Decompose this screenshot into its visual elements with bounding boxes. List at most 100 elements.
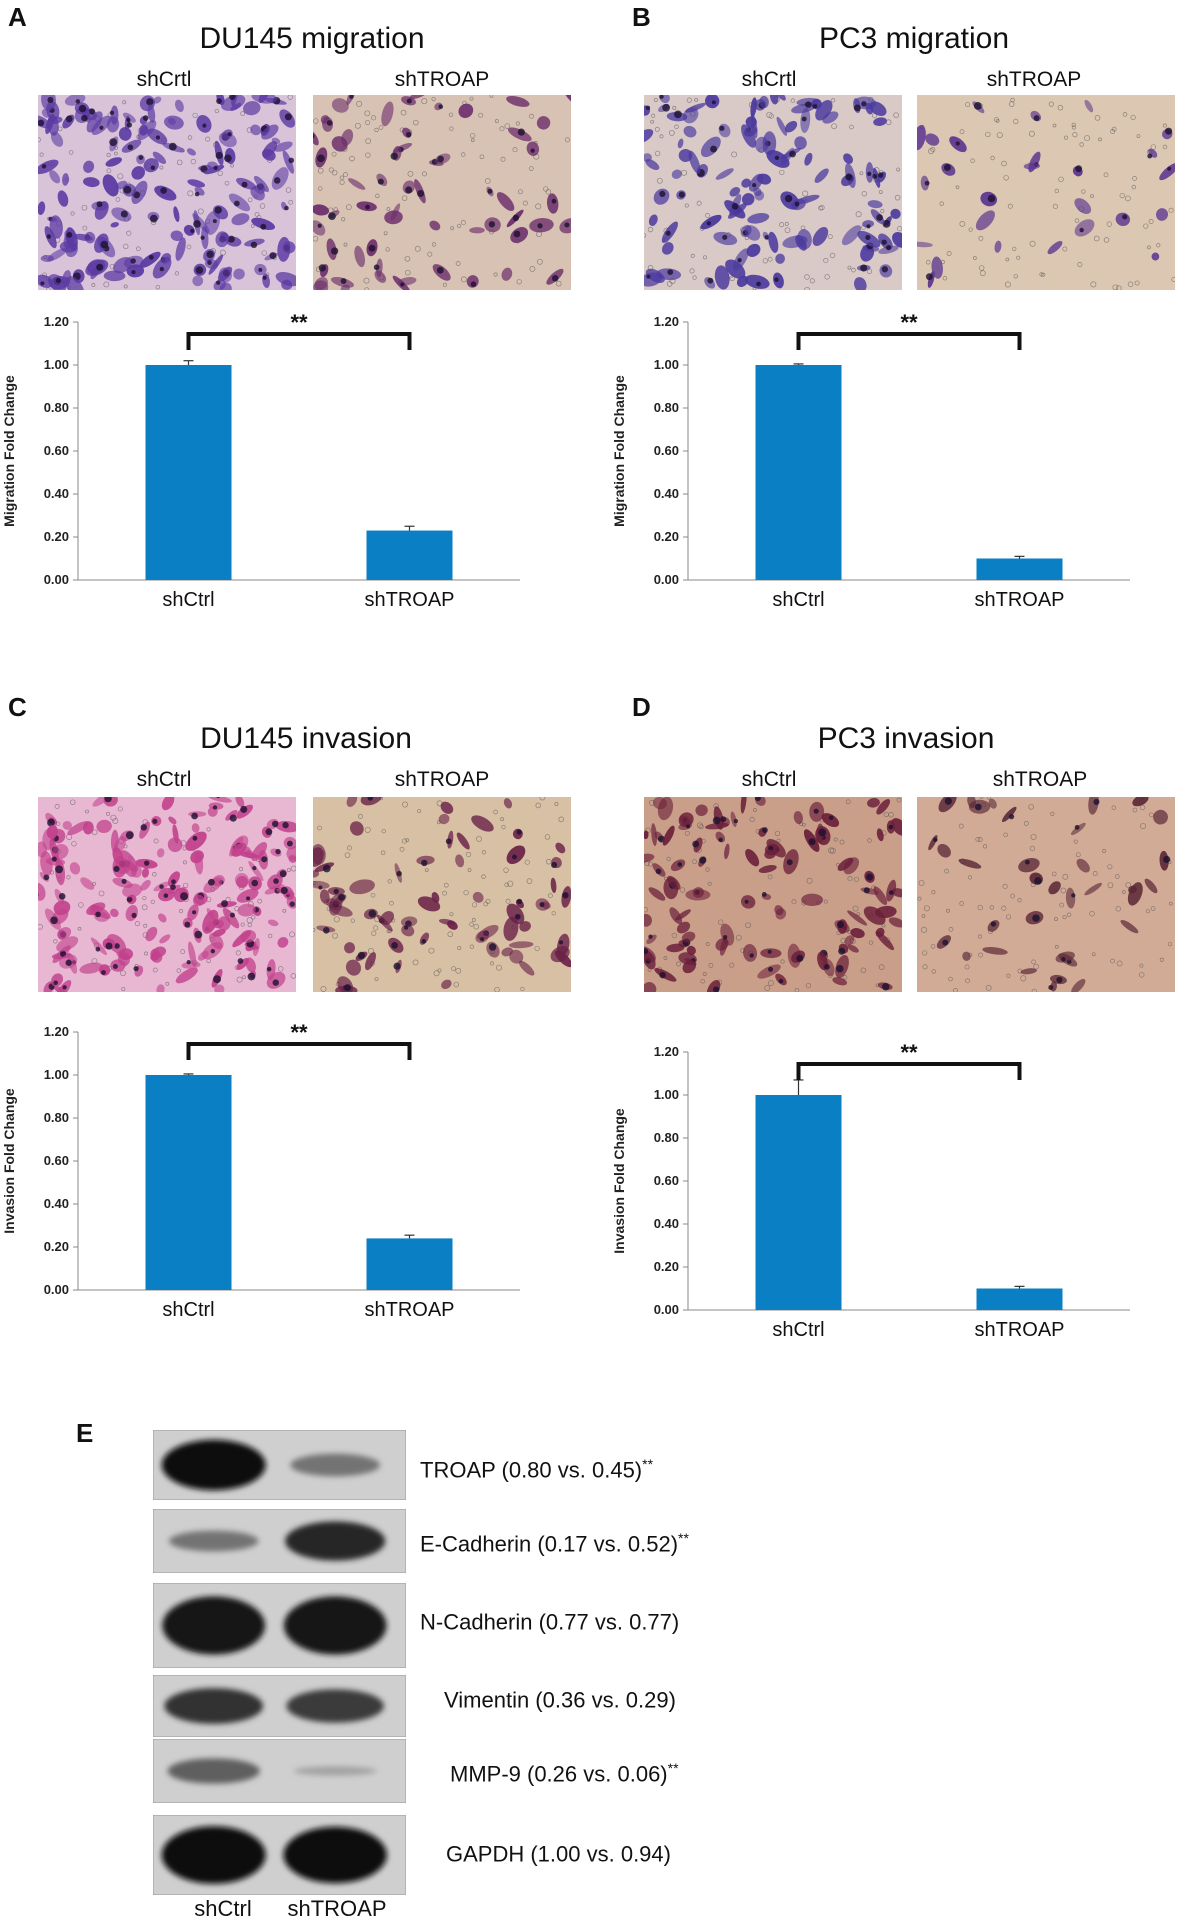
panel-letter-d: D	[632, 692, 651, 722]
micrograph-texture	[38, 797, 296, 992]
blot-strip-gapdh	[153, 1815, 406, 1895]
bar	[755, 365, 842, 580]
micrograph-b-kd	[917, 95, 1175, 290]
micrograph-texture	[313, 95, 571, 290]
micrograph-a-kd	[313, 95, 571, 290]
blot-strip-vimentin	[153, 1675, 406, 1737]
image-label-c-kd: shTROAP	[394, 768, 490, 791]
blot-label-gapdh: GAPDH (1.00 vs. 0.94)	[446, 1841, 671, 1867]
bar	[366, 530, 453, 580]
y-tick-label: 0.00	[654, 572, 679, 587]
y-tick-label: 0.00	[44, 572, 69, 587]
significance-label: **	[900, 310, 918, 335]
y-tick-label: 1.00	[44, 1067, 69, 1082]
bar-chart-d: 0.00 0.20 0.40 0.60 0.80 1.00 1.20 Invasion Fol…	[610, 1040, 1170, 1370]
micrograph-b-ctrl	[644, 95, 902, 290]
y-tick-label: 0.40	[44, 486, 69, 501]
image-label-d-ctrl: shCtrl	[741, 768, 797, 791]
micrograph-texture	[917, 797, 1175, 992]
significance-bracket	[796, 1062, 1022, 1080]
significance-label: **	[290, 310, 308, 335]
y-tick-label: 1.00	[654, 1087, 679, 1102]
micrograph-texture	[917, 95, 1175, 290]
blot-band	[162, 1596, 266, 1655]
bar	[145, 1075, 232, 1290]
blot-band	[168, 1530, 259, 1552]
y-tick-label: 1.00	[654, 357, 679, 372]
y-axis-label: Migration Fold Change	[1, 375, 17, 527]
y-tick-label: 0.60	[654, 1173, 679, 1188]
blot-band	[293, 1766, 377, 1776]
y-tick-label: 0.00	[44, 1282, 69, 1297]
blot-strip-mmp9	[153, 1739, 406, 1803]
y-tick-label: 0.40	[654, 1216, 679, 1231]
y-tick-label: 0.40	[654, 486, 679, 501]
blot-band	[283, 1826, 387, 1884]
blot-label-e-cadherin: E-Cadherin (0.17 vs. 0.52)**	[420, 1530, 689, 1557]
y-tick-label: 0.20	[44, 529, 69, 544]
micrograph-texture	[644, 95, 902, 290]
x-tick-label: shCtrl	[772, 1319, 824, 1341]
panel-letter-c: C	[8, 692, 27, 722]
significance-label: **	[900, 1040, 918, 1065]
x-tick-label: shTROAP	[364, 589, 454, 611]
x-tick-label: shCtrl	[162, 589, 214, 611]
blot-band	[283, 1596, 387, 1655]
blot-label-vimentin: Vimentin (0.36 vs. 0.29)	[444, 1687, 676, 1713]
image-label-a-kd: shTROAP	[394, 68, 490, 91]
bar	[366, 1238, 453, 1290]
blot-band	[161, 1826, 266, 1884]
blot-band	[286, 1689, 384, 1723]
y-tick-label: 1.20	[654, 314, 679, 329]
micrograph-texture	[38, 95, 296, 290]
blot-band	[290, 1453, 381, 1477]
y-tick-label: 0.60	[654, 443, 679, 458]
y-tick-label: 0.20	[654, 529, 679, 544]
bar-chart-b: 0.00 0.20 0.40 0.60 0.80 1.00 1.20 Migration Fo…	[610, 310, 1170, 640]
y-tick-label: 0.00	[654, 1302, 679, 1317]
blot-label-n-cadherin: N-Cadherin (0.77 vs. 0.77)	[420, 1609, 680, 1635]
panel-letter-a: A	[8, 2, 27, 32]
micrograph-a-ctrl	[38, 95, 296, 290]
y-axis-label: Migration Fold Change	[611, 375, 627, 527]
x-tick-label: shTROAP	[364, 1299, 454, 1321]
significance-bracket	[186, 1042, 412, 1060]
blot-strip-e-cadherin	[153, 1509, 406, 1573]
micrograph-c-kd	[313, 797, 571, 992]
panel-title-d: PC3 invasion	[817, 722, 995, 755]
image-label-b-ctrl: shCrtl	[741, 68, 797, 91]
blot-band	[167, 1758, 260, 1784]
bar-chart-a: 0.00 0.20 0.40 0.60 0.80 1.00 1.20 Migration Fo…	[0, 310, 560, 640]
y-axis-label: Invasion Fold Change	[611, 1108, 627, 1254]
micrograph-c-ctrl	[38, 797, 296, 992]
bar	[976, 558, 1063, 580]
micrograph-d-kd	[917, 797, 1175, 992]
y-tick-label: 1.20	[654, 1044, 679, 1059]
micrograph-texture	[644, 797, 902, 992]
panel-title-a: DU145 migration	[199, 22, 425, 55]
image-label-c-ctrl: shCtrl	[136, 768, 192, 791]
y-tick-label: 0.80	[44, 1110, 69, 1125]
x-tick-label: shTROAP	[974, 1319, 1064, 1341]
image-label-b-kd: shTROAP	[986, 68, 1082, 91]
y-tick-label: 0.80	[654, 400, 679, 415]
y-tick-label: 0.20	[44, 1239, 69, 1254]
image-label-d-kd: shTROAP	[992, 768, 1088, 791]
significance-bracket	[796, 332, 1022, 350]
panel-title-c: DU145 invasion	[200, 722, 412, 755]
y-tick-label: 0.60	[44, 1153, 69, 1168]
y-tick-label: 0.80	[44, 400, 69, 415]
y-tick-label: 0.60	[44, 443, 69, 458]
x-tick-label: shCtrl	[162, 1299, 214, 1321]
blot-label-mmp9: MMP-9 (0.26 vs. 0.06)**	[450, 1760, 679, 1787]
y-tick-label: 1.20	[44, 314, 69, 329]
micrograph-texture	[313, 797, 571, 992]
blot-band	[161, 1439, 266, 1491]
bar	[755, 1095, 842, 1310]
panel-letter-e: E	[76, 1418, 94, 1448]
bar-chart-c: 0.00 0.20 0.40 0.60 0.80 1.00 1.20 Invasion Fol…	[0, 1020, 560, 1350]
blot-lane-label-kd: shTROAP	[287, 1896, 387, 1921]
y-tick-label: 0.80	[654, 1130, 679, 1145]
y-axis-label: Invasion Fold Change	[1, 1088, 17, 1234]
panel-title-b: PC3 migration	[818, 22, 1010, 55]
